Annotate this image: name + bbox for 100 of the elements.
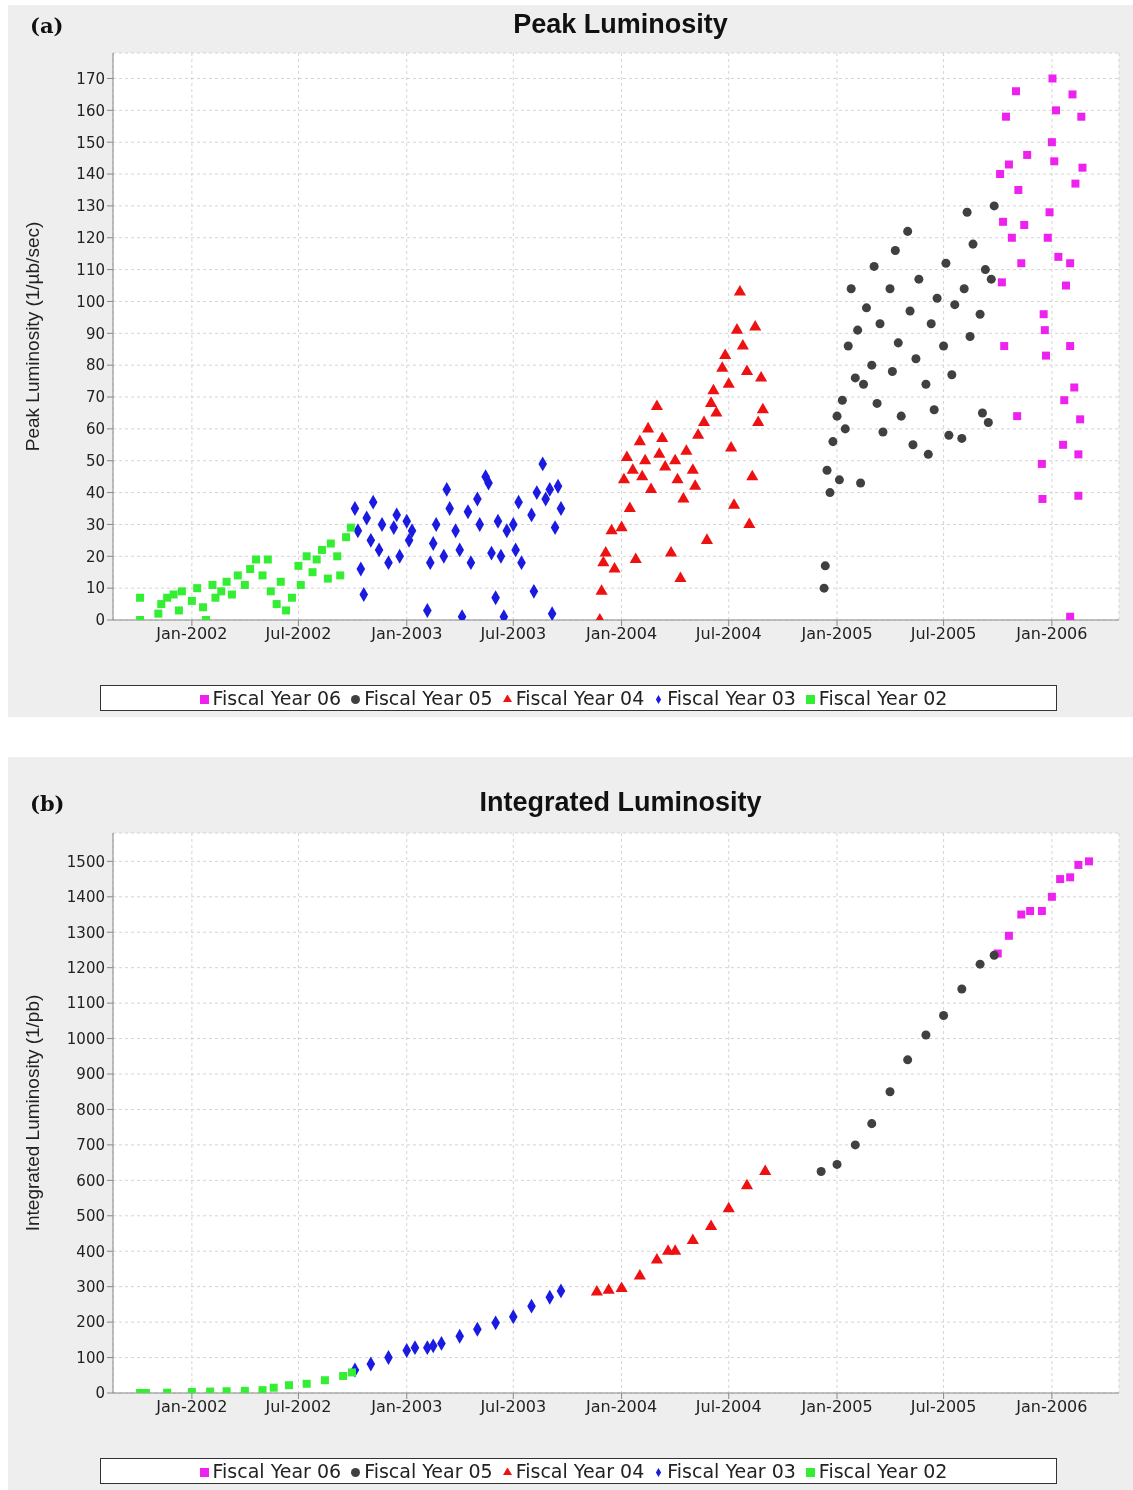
point [211,593,220,602]
point [1013,412,1022,421]
point [296,580,305,589]
x-tick-label: Jul-2002 [264,1397,332,1417]
point [1047,138,1056,147]
point [227,590,236,599]
x-tick-label: Jul-2005 [909,1397,977,1417]
point [749,319,762,331]
x-tick-label: Jul-2004 [694,1397,762,1417]
point [1078,163,1087,172]
point [959,284,969,294]
point [999,217,1008,226]
point [890,245,900,255]
point [944,430,954,440]
y-tick-label: 140 [76,165,105,184]
y-tick-label: 1200 [66,959,105,978]
y-tick-label: 400 [76,1242,105,1261]
point [700,533,714,544]
point [547,606,557,620]
point [1056,875,1065,884]
point [957,984,967,994]
point [941,258,951,268]
point [853,325,863,335]
y-tick-label: 150 [76,133,105,152]
y-tick-label: 170 [76,69,105,88]
point [157,600,166,609]
point [1066,873,1075,882]
point [312,555,321,564]
point [595,584,608,595]
point [846,284,856,294]
y-tick-label: 70 [85,388,105,407]
point [677,491,690,503]
point [650,1253,663,1264]
point [957,433,967,443]
point [208,580,217,589]
point [878,427,888,437]
point [929,405,939,415]
point [633,434,646,446]
y-tick-label: 60 [85,420,105,439]
point [285,1381,294,1390]
point [642,421,655,433]
chart-title: Peak Luminosity [513,9,728,39]
point [908,440,918,450]
point [233,571,242,580]
point [320,1376,329,1385]
point [903,1055,913,1065]
point [680,444,693,455]
point [1023,150,1032,159]
point [294,561,303,570]
point [989,201,999,211]
point [692,428,705,439]
x-tick-label: Jan-2002 [155,624,228,644]
point [1059,440,1068,449]
point [263,555,272,564]
point [828,437,838,447]
point [669,453,682,465]
point [716,361,729,372]
y-axis-title: Integrated Luminosity (1/pb) [21,994,43,1232]
legend-label: Fiscal Year 04 [515,1460,645,1482]
x-tick-label: Jan-2004 [585,1397,658,1417]
point [653,447,666,458]
point [859,379,869,389]
point [1047,892,1056,901]
point [850,1140,860,1150]
point [697,415,711,427]
point [272,600,281,609]
point [736,339,749,350]
point [722,1201,735,1213]
point [837,395,847,405]
point [746,469,759,481]
point [740,364,754,376]
legend-label: Fiscal Year 06 [212,687,342,709]
point [217,587,226,596]
point [733,284,746,296]
point [1060,396,1069,405]
point [968,239,978,249]
point [1077,112,1086,121]
y-tick-label: 120 [76,229,105,248]
point [689,479,702,490]
point [336,571,345,580]
point [644,482,658,493]
y-tick-label: 300 [76,1278,105,1296]
point [975,309,985,319]
point [722,377,735,388]
point [169,590,178,599]
point [620,450,633,462]
y-tick-label: 0 [95,611,105,630]
point [1070,383,1079,392]
point [629,552,642,563]
y-tick-label: 160 [76,101,105,120]
point [914,274,924,284]
point [1020,221,1029,230]
text: (a) [30,13,64,38]
point [885,1087,895,1097]
x-tick-label: Jul-2005 [909,624,977,644]
point [962,207,972,217]
point [819,583,829,593]
point [602,1283,615,1294]
point [347,1368,356,1377]
point [1066,259,1075,268]
